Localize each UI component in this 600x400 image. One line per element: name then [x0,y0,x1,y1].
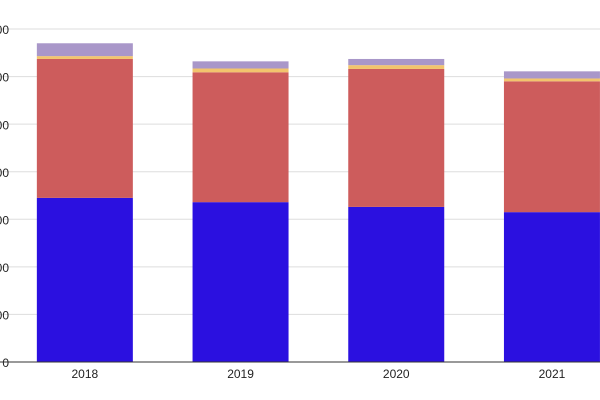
bar-segment [36,58,133,198]
bar-segment [192,202,289,362]
y-tick-label: 600 [0,71,9,85]
bar-segment [348,68,445,207]
bar-segment [36,56,133,59]
bar-segment [503,81,600,213]
bar-segment [348,58,445,66]
bar-segment [503,212,600,362]
x-tick-label: 2018 [71,367,98,381]
y-tick-label: 400 [0,166,9,180]
y-tick-label: 0 [2,356,9,370]
bar-segment [192,72,289,203]
y-tick-label: 500 [0,118,9,132]
x-tick-label: 2020 [383,367,410,381]
x-tick-label: 2021 [539,367,566,381]
bar-segment [348,206,445,362]
bar-segment [36,43,133,57]
bar-segment [192,61,289,69]
y-tick-label: 700 [0,23,9,37]
bar-segment [192,68,289,73]
bar-segment [503,78,600,82]
x-tick-label: 2019 [227,367,254,381]
bar-segment [36,197,133,362]
bar-segment [503,71,600,79]
y-tick-label: 100 [0,309,9,323]
y-tick-label: 300 [0,213,9,227]
bar-segment [348,65,445,69]
y-tick-label: 200 [0,261,9,275]
